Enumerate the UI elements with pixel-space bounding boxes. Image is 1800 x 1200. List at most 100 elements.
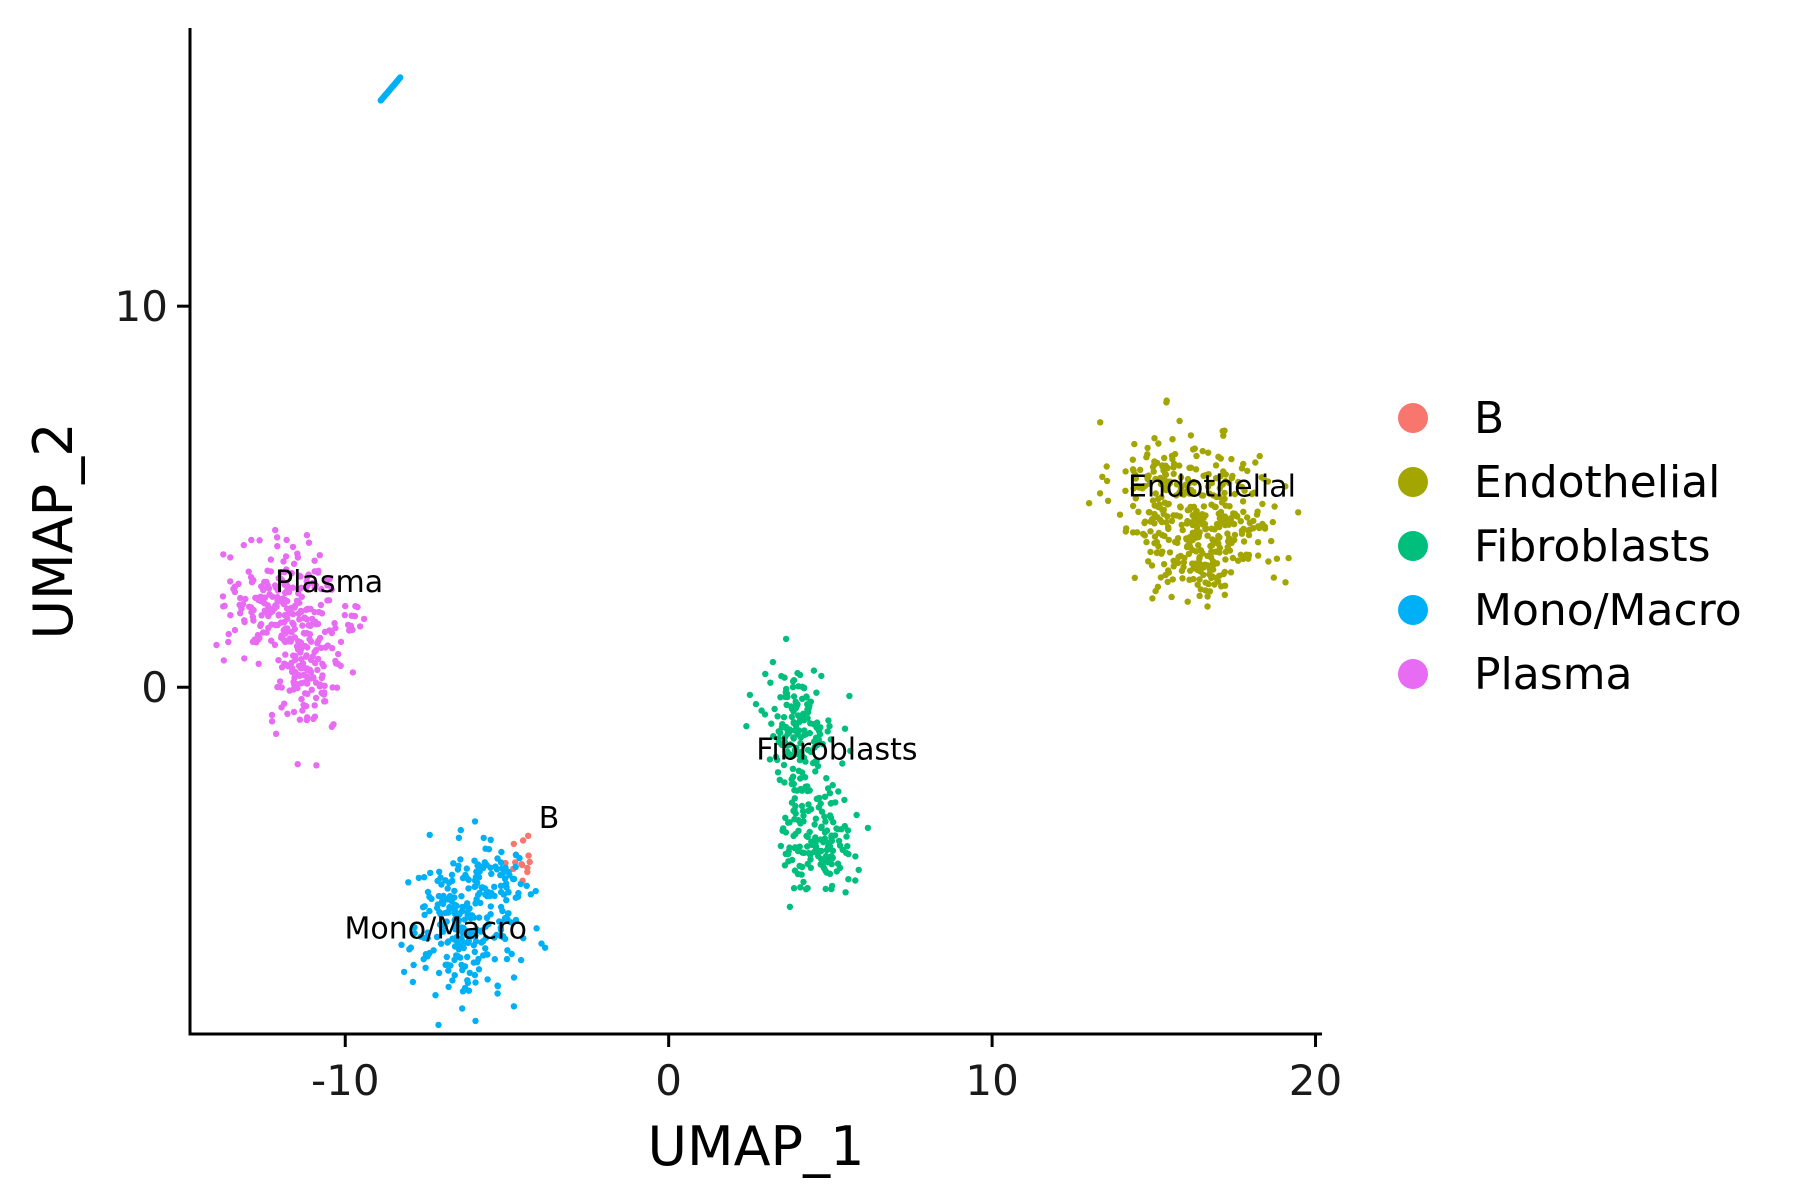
data-point-plasma [267,568,275,575]
data-point-fibroblasts [822,852,830,860]
data-point-plasma [280,558,287,565]
data-point-endothelial [1146,480,1154,487]
data-point-mono-macro [510,974,518,981]
data-point-fibroblasts [797,739,804,747]
data-point-fibroblasts [822,818,829,825]
data-point-mono-macro [419,904,427,911]
data-point-endothelial [1221,568,1229,576]
data-point-endothelial [1269,518,1277,526]
data-point-plasma [331,620,338,627]
data-point-plasma [245,568,252,575]
data-point-fibroblasts [790,693,798,700]
data-point-endothelial [1200,503,1208,510]
y-axis-title: UMAP_2 [22,423,85,640]
data-point-endothelial [1216,523,1223,531]
legend-label-b: B [1474,393,1504,444]
data-point-fibroblasts [788,780,795,788]
data-point-mono-macro [397,74,404,81]
data-point-endothelial [1161,454,1168,462]
data-point-fibroblasts [800,717,808,724]
data-point-fibroblasts [806,729,813,737]
data-point-endothelial [1163,519,1170,526]
data-point-endothelial [1261,525,1269,532]
data-point-fibroblasts [822,885,829,893]
data-point-fibroblasts [795,767,802,774]
data-point-plasma [289,584,297,591]
data-point-plasma [352,603,359,610]
data-point-mono-macro [432,992,439,999]
data-point-plasma [256,537,263,544]
data-point-endothelial [1240,508,1247,515]
data-point-plasma [321,628,329,636]
data-point-mono-macro [472,874,480,881]
data-point-endothelial [1183,488,1190,495]
data-point-plasma [318,585,325,593]
data-point-plasma [305,539,313,546]
data-point-mono-macro [437,910,444,918]
legend-key-plasma [1398,659,1428,689]
data-point-fibroblasts [743,723,750,730]
data-point-endothelial [1147,528,1154,535]
data-point-mono-macro [406,946,413,953]
data-point-mono-macro [444,961,451,968]
data-point-mono-macro [541,944,549,951]
data-point-plasma [290,560,298,567]
data-point-fibroblasts [828,853,835,860]
data-point-endothelial [1096,490,1104,497]
data-point-plasma [315,567,322,574]
data-point-endothelial [1187,464,1195,471]
data-point-endothelial [1221,513,1229,520]
data-point-endothelial [1270,574,1278,581]
data-point-fibroblasts [852,853,859,860]
data-point-mono-macro [494,990,501,997]
data-point-mono-macro [435,1021,442,1029]
data-point-mono-macro [457,826,464,834]
data-point-fibroblasts [852,877,859,884]
data-point-mono-macro [455,862,462,869]
data-point-plasma [302,642,309,650]
data-point-plasma [225,638,232,646]
data-point-mono-macro [472,1017,479,1025]
data-point-endothelial [1212,462,1220,469]
data-point-endothelial [1245,531,1253,539]
data-point-plasma [305,571,312,578]
data-point-mono-macro [427,869,434,877]
data-point-fibroblasts [774,769,782,776]
data-point-plasma [274,543,281,550]
data-point-fibroblasts [788,775,795,783]
data-point-fibroblasts [818,672,825,680]
cluster-labels-layer: Plasma Endothelial Fibroblasts B Mono/Macro [275,470,1296,947]
data-point-plasma [322,698,329,705]
legend-label-mono-macro: Mono/Macro [1474,585,1742,636]
data-point-plasma [317,601,325,609]
data-point-plasma [291,604,298,611]
data-point-plasma [261,600,268,607]
data-point-endothelial [1228,455,1235,463]
data-point-endothelial [1226,503,1233,510]
data-point-fibroblasts [799,683,806,690]
data-point-endothelial [1256,452,1263,460]
data-point-endothelial [1202,579,1209,586]
data-point-endothelial [1161,499,1169,506]
data-point-endothelial [1244,467,1251,475]
data-point-endothelial [1160,561,1168,568]
data-point-plasma [271,641,279,648]
data-point-plasma [250,577,257,584]
data-point-mono-macro [400,968,408,976]
data-point-plasma [284,583,291,590]
data-point-fibroblasts [800,849,808,857]
data-point-plasma [308,686,315,693]
data-point-fibroblasts [792,810,799,817]
data-point-endothelial [1213,474,1220,482]
data-point-endothelial [1196,576,1203,583]
data-point-fibroblasts [804,884,811,892]
data-point-mono-macro [417,933,425,940]
data-point-fibroblasts [803,832,810,840]
data-point-mono-macro [498,848,505,856]
data-point-fibroblasts [817,800,824,807]
data-point-endothelial [1132,475,1140,482]
data-point-endothelial [1222,548,1230,556]
data-point-plasma [289,665,296,672]
data-point-plasma [289,619,296,626]
data-point-fibroblasts [828,860,835,868]
